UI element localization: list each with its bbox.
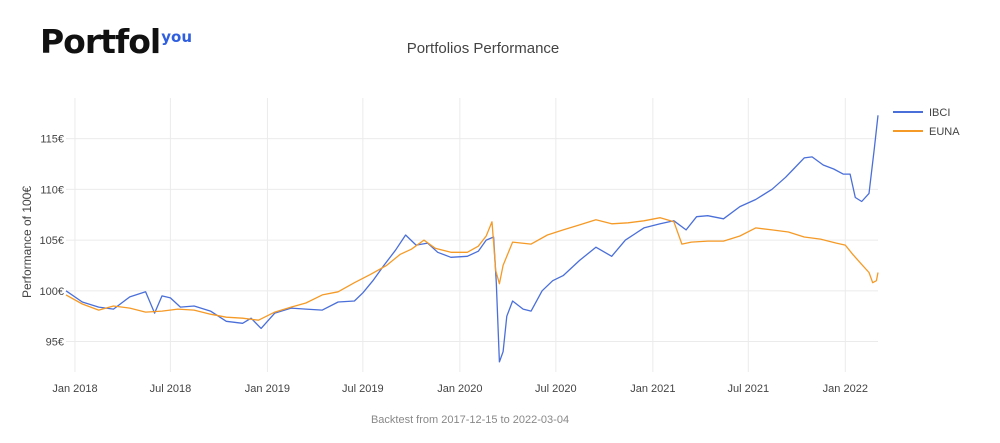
y-tick-label: 115€ <box>40 134 64 146</box>
backtest-footnote: Backtest from 2017-12-15 to 2022-03-04 <box>371 414 569 426</box>
legend-label-ibci: IBCI <box>929 107 950 119</box>
y-axis-label: Performance of 100€ <box>20 186 34 298</box>
y-tick-label: 110€ <box>40 184 64 196</box>
x-tick-label: Jan 2018 <box>52 383 97 395</box>
logo-main-text: Portfol <box>40 22 161 61</box>
legend: IBCI EUNA <box>893 107 960 138</box>
series-line-ibci <box>65 115 879 363</box>
legend-label-euna: EUNA <box>929 126 960 138</box>
grid-lines <box>66 98 878 372</box>
x-tick-label: Jan 2020 <box>437 383 482 395</box>
x-tick-label: Jan 2019 <box>245 383 290 395</box>
series-line-euna <box>65 217 879 321</box>
series-lines <box>65 115 879 363</box>
y-axis-ticks: 95€ 100€ 105€ 110€ 115€ <box>40 134 64 349</box>
y-tick-label: 100€ <box>40 286 64 298</box>
x-tick-label: Jul 2021 <box>727 383 769 395</box>
chart-title: Portfolios Performance <box>407 40 560 57</box>
x-tick-label: Jul 2019 <box>342 383 384 395</box>
x-tick-label: Jul 2018 <box>150 383 192 395</box>
portfolyou-logo: Portfolyou <box>40 22 192 61</box>
x-tick-label: Jan 2022 <box>823 383 868 395</box>
x-tick-label: Jul 2020 <box>535 383 577 395</box>
logo-superscript-text: you <box>161 28 193 46</box>
y-tick-label: 95€ <box>46 337 64 349</box>
y-tick-label: 105€ <box>40 235 64 247</box>
x-axis-ticks: Jan 2018 Jul 2018 Jan 2019 Jul 2019 Jan 2020… <box>52 383 868 395</box>
x-tick-label: Jan 2021 <box>630 383 675 395</box>
